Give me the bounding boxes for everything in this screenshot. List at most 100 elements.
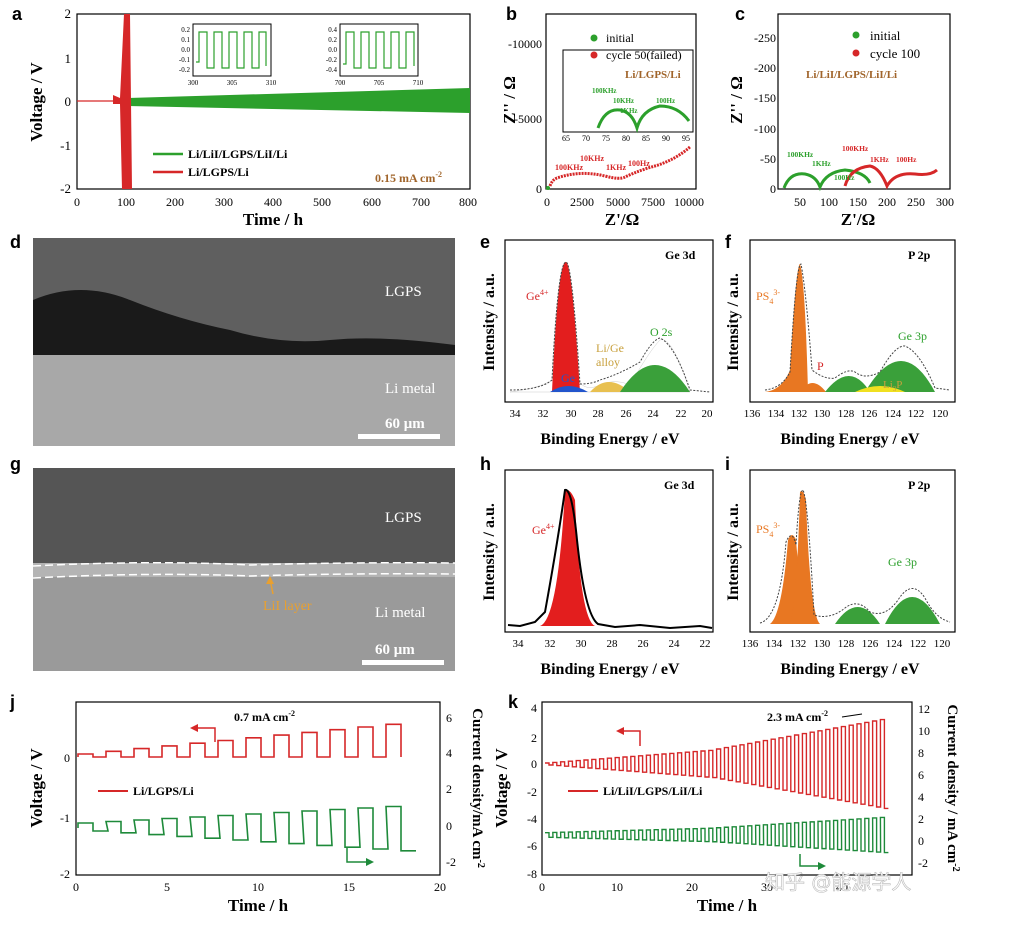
- plot-frame-c: [777, 13, 951, 190]
- a-ytick: -2: [60, 181, 71, 196]
- j-ylabel: Voltage / V: [27, 748, 46, 828]
- plot-frame-b: [545, 13, 697, 190]
- inset-tick: 0.2: [328, 36, 337, 44]
- f-peak-ge3p-1: [825, 376, 870, 392]
- inset-tick: 0.2: [181, 26, 190, 34]
- d-li-region: [33, 355, 455, 446]
- f-data: [764, 263, 951, 391]
- i-xlabel: Binding Energy / eV: [780, 661, 920, 678]
- j-xtick: 5: [164, 880, 170, 894]
- j-y2ticks: 6 4 2 0 -2: [446, 711, 456, 869]
- panel-letter-d: d: [10, 232, 21, 252]
- c-ytick: 0: [770, 182, 776, 196]
- j-note: 0.7 mA cm-2: [234, 709, 295, 724]
- k-note: 2.3 mA cm-2: [767, 709, 828, 724]
- a-xtick: 500: [313, 195, 331, 209]
- k-y2tick: 0: [918, 834, 924, 848]
- b-inset-tick: 95: [682, 134, 690, 143]
- a-note: 0.15 mA cm-2: [375, 170, 442, 185]
- a-inset-2-yticks: 0.4 0.2 0.0 -0.2 -0.4: [326, 26, 338, 74]
- e-title: Ge 3d: [665, 248, 696, 262]
- k-ylabel: Voltage / V: [492, 748, 511, 828]
- inset-tick: 310: [266, 79, 277, 87]
- inset-tick: -0.4: [326, 66, 338, 74]
- inset-tick: 0.0: [328, 46, 337, 54]
- e-xtick: 20: [702, 408, 714, 420]
- g-scale-text: 60 μm: [375, 642, 415, 658]
- b-inset-annot: 100Hz: [656, 97, 675, 105]
- panel-letter-h: h: [480, 454, 491, 474]
- c-legend-marker-green: [852, 31, 860, 39]
- h-xtick: 34: [513, 638, 525, 650]
- c-legend-1: initial: [870, 28, 901, 43]
- panel-g: g LGPS LiI layer Li metal 60 μm: [10, 454, 456, 671]
- j-xtick: 0: [73, 880, 79, 894]
- e-label-lige: Li/Ge: [596, 341, 624, 355]
- inset-tick: 0.0: [181, 46, 190, 54]
- a-xtick: 300: [215, 195, 233, 209]
- i-data: [759, 489, 951, 624]
- b-legend-marker-green: [590, 34, 598, 42]
- inset-tick: 0.4: [328, 26, 337, 34]
- k-xticks: 0 10 20 30 40: [539, 880, 848, 894]
- e-label-alloy: alloy: [596, 355, 620, 369]
- e-label-ge: Ge: [561, 371, 575, 385]
- e-label-o2s: O 2s: [650, 325, 673, 339]
- k-legend: Li/LiI/LGPS/LiI/Li: [603, 784, 703, 798]
- a-inset-2: [339, 23, 419, 77]
- inset-tick: 705: [374, 79, 385, 87]
- panel-letter-f: f: [725, 232, 732, 252]
- j-y2label: Current density/mA cm-2: [469, 708, 486, 868]
- b-inset-annot: 100KHz: [592, 87, 617, 95]
- panel-b: b -10000 -5000 0 0 2500 5000 7500 10000 …: [500, 4, 704, 229]
- panel-a: a 2 1 0 -1 -2 0 100 200 300 400 500 600 …: [12, 4, 477, 229]
- c-xlabel: Z'/Ω: [841, 210, 875, 229]
- panel-letter-c: c: [735, 4, 745, 24]
- panel-letter-e: e: [480, 232, 490, 252]
- b-yticks: -10000 -5000 0: [508, 37, 542, 196]
- k-y2tick: 12: [918, 702, 930, 716]
- i-xtick: 120: [934, 638, 951, 650]
- k-ytick: -6: [527, 839, 537, 853]
- i-xtick: 136: [742, 638, 759, 650]
- h-xtick: 24: [669, 638, 681, 650]
- b-red-curve: [548, 145, 691, 187]
- b-green-point: [546, 186, 550, 190]
- c-ytick: -100: [754, 122, 776, 136]
- e-xtick: 34: [510, 408, 522, 420]
- plot-frame-j: [75, 701, 441, 876]
- c-ytick: -200: [754, 61, 776, 75]
- k-ytick: -2: [527, 785, 537, 799]
- k-ytick: -8: [527, 867, 537, 881]
- j-ytick: -1: [60, 811, 70, 825]
- plot-frame-i: [749, 469, 956, 633]
- j-legend: Li/LGPS/Li: [133, 784, 194, 798]
- c-annot: 100KHz: [842, 144, 869, 153]
- panel-letter-g: g: [10, 454, 21, 474]
- panel-letter-i: i: [725, 454, 730, 474]
- panel-e: e Ge 3d Ge4+ Ge Li/Ge alloy O 2s 34 32 3…: [480, 232, 714, 448]
- g-lgps-label: LGPS: [385, 510, 422, 526]
- g-scale-bar: [362, 660, 444, 665]
- a-inset-1: [192, 23, 272, 77]
- k-y2tick: 6: [918, 768, 924, 782]
- f-peak-ge3p-2: [865, 361, 935, 392]
- b-xlabel: Z'/Ω: [605, 210, 639, 229]
- inset-tick: 300: [188, 79, 199, 87]
- f-xtick: 130: [814, 408, 831, 420]
- b-ytick: -5000: [514, 112, 542, 126]
- a-ytick: 2: [65, 6, 72, 21]
- plot-frame-h: [504, 469, 714, 633]
- c-xtick: 250: [907, 195, 925, 209]
- inset-tick: 710: [413, 79, 424, 87]
- k-xtick: 40: [836, 880, 848, 894]
- c-ylabel: Z'' / Ω: [727, 76, 746, 124]
- g-lgps-region: [33, 468, 455, 563]
- inset-tick: 0.1: [181, 36, 190, 44]
- c-xticks: 50 100 150 200 250 300: [794, 195, 954, 209]
- c-annot: 100Hz: [896, 155, 917, 164]
- a-inset-1-trace: [196, 31, 267, 69]
- j-xtick: 20: [434, 880, 446, 894]
- i-xtick: 130: [814, 638, 831, 650]
- c-green-curve: [782, 168, 872, 192]
